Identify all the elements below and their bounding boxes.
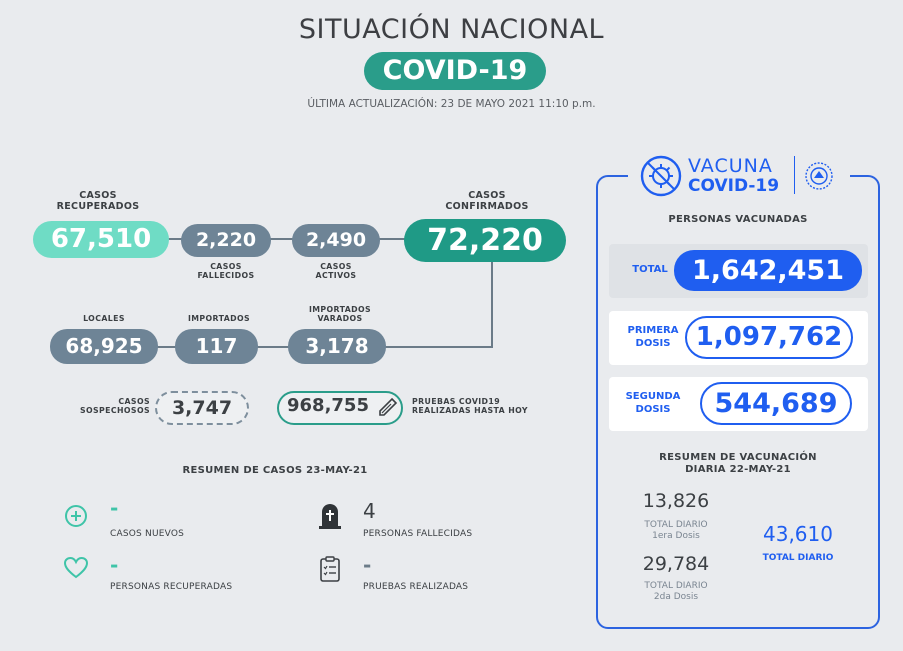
page-title: SITUACIÓN NACIONAL [298,14,605,45]
active-label: CASOS ACTIVOS [315,262,357,280]
new-cases-value: - [110,496,119,520]
deaths-today-value: 4 [363,499,376,523]
confirmed-value: 72,220 [404,219,566,262]
local-value: 68,925 [50,329,158,364]
recovered-today-value: - [110,553,119,577]
active-value: 2,490 [292,224,380,257]
tests-today-label: PRUEBAS REALIZADAS [363,582,469,592]
daily-first-dose-label: TOTAL DIARIO 1era Dosis [644,520,708,541]
suspected-label: CASOS SOSPECHOSOS [79,397,150,415]
second-dose-value: 544,689 [700,382,852,425]
national-seal-icon [805,162,833,190]
total-vaccinated-value: 1,642,451 [674,250,862,291]
stranded-value: 3,178 [288,329,386,364]
daily-total-value: 43,610 [763,522,833,546]
plus-circle-icon [65,505,87,527]
first-dose-value: 1,097,762 [685,316,853,359]
total-label: TOTAL [632,264,668,275]
pencil-icon [379,397,398,416]
deaths-today-label: PERSONAS FALLECIDAS [363,529,473,539]
daily-vaccination-title: RESUMEN DE VACUNACIÓN DIARIA 22-MAY-21 [659,452,817,475]
confirmed-label: CASOS CONFIRMADOS [445,190,529,212]
daily-total-label: TOTAL DIARIO [762,553,834,563]
tests-label: PRUEBAS COVID19 REALIZADAS HASTA HOY [412,397,528,415]
local-label: LOCALES [83,314,125,323]
tests-box: 968,755 [277,391,403,425]
recovered-value: 67,510 [33,221,169,258]
deaths-label: CASOS FALLECIDOS [197,262,255,280]
clipboard-icon [320,556,340,582]
daily-first-dose-value: 13,826 [642,490,710,512]
stranded-label: IMPORTADOS VARADOS [308,305,372,323]
first-dose-label: PRIMERA DOSIS [627,325,679,349]
deaths-value: 2,220 [181,224,271,257]
vaccinated-title: PERSONAS VACUNADAS [668,214,808,225]
daily-second-dose-value: 29,784 [642,553,710,575]
heart-icon [63,556,89,579]
daily-second-dose-label: TOTAL DIARIO 2da Dosis [644,581,708,602]
vaccine-logo: VACUNA COVID-19 [628,154,850,198]
imported-value: 117 [175,329,258,364]
imported-label: IMPORTADOS [187,314,251,323]
connector-line [491,250,493,348]
tests-today-value: - [363,553,372,577]
recovered-label: CASOS RECUPERADOS [56,190,140,212]
new-cases-label: CASOS NUEVOS [110,529,185,539]
suspected-value: 3,747 [155,391,249,425]
covid-badge: COVID-19 [364,52,546,90]
tests-value: 968,755 [287,395,369,416]
vaccine-logo-line2: COVID-19 [688,176,780,196]
summary-title: RESUMEN DE CASOS 23-MAY-21 [182,465,368,476]
virus-crossed-icon [640,155,682,197]
second-dose-label: SEGUNDA DOSIS [625,391,681,415]
vaccine-logo-line1: VACUNA [688,155,773,177]
connector-line [160,238,420,240]
recovered-today-label: PERSONAS RECUPERADAS [110,582,233,592]
last-updated: ÚLTIMA ACTUALIZACIÓN: 23 DE MAYO 2021 11… [307,98,596,110]
tombstone-icon [319,504,341,529]
logo-divider [794,156,795,194]
